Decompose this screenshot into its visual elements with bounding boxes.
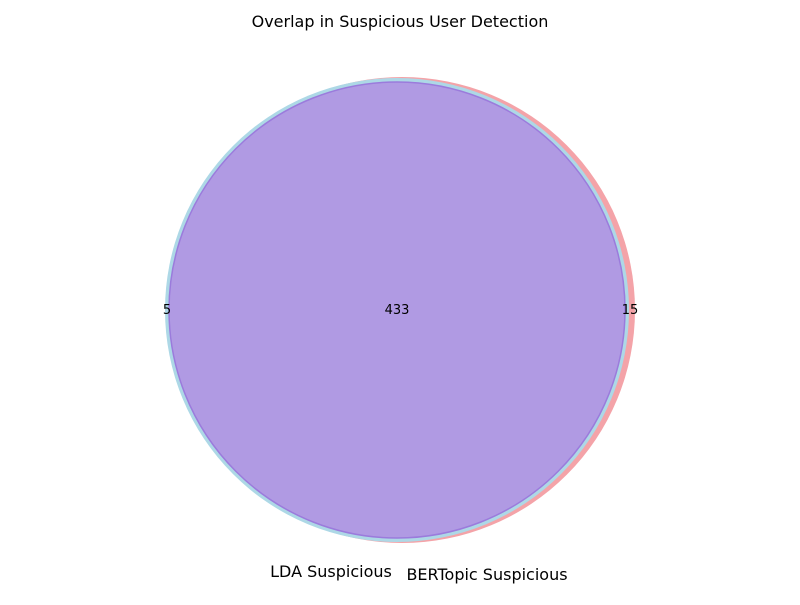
label-bertopic-only: 15 bbox=[622, 303, 639, 318]
set-label-bertopic: BERTopic Suspicious bbox=[406, 565, 567, 584]
venn-circles bbox=[165, 77, 635, 543]
venn-region-overlap bbox=[168, 81, 626, 539]
label-overlap: 433 bbox=[385, 303, 410, 318]
label-lda-only: 5 bbox=[163, 303, 171, 318]
set-label-lda: LDA Suspicious bbox=[270, 562, 392, 581]
chart-title: Overlap in Suspicious User Detection bbox=[252, 12, 549, 31]
